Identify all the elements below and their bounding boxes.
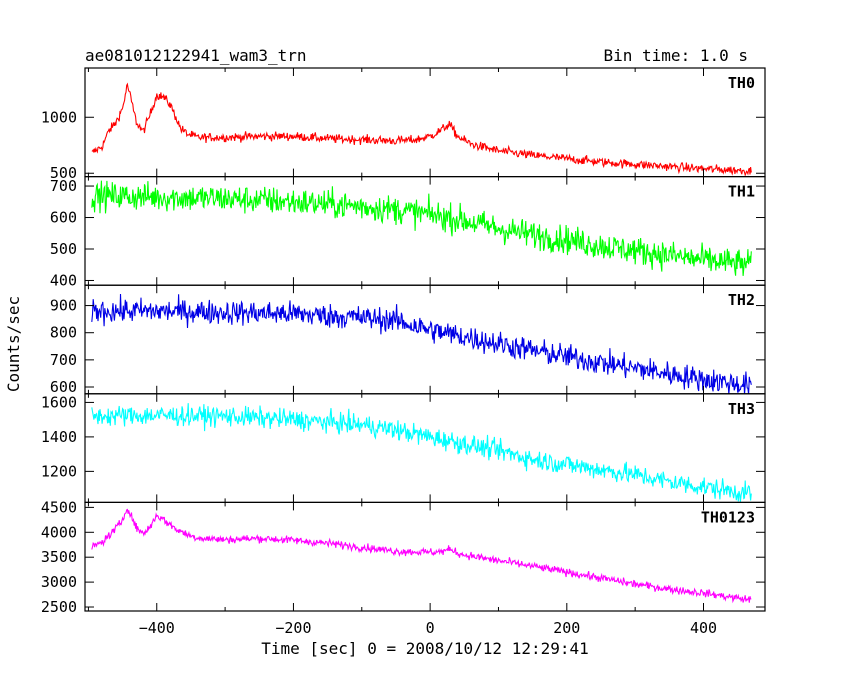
y-tick-label: 1000 bbox=[41, 108, 77, 126]
y-tick-label: 500 bbox=[50, 240, 77, 258]
series-line-th3 bbox=[91, 403, 752, 502]
y-tick-label: 600 bbox=[50, 378, 77, 396]
panel-label: TH1 bbox=[728, 183, 755, 201]
y-tick-label: 700 bbox=[50, 351, 77, 369]
panel-th1: 400 500 600 700 TH1 bbox=[50, 176, 766, 289]
series-line-th0 bbox=[91, 82, 752, 177]
y-axis-label: Counts/sec bbox=[4, 296, 23, 392]
y-tick-label: 500 bbox=[50, 164, 77, 182]
y-tick-label: 700 bbox=[50, 177, 77, 195]
panel-label: TH3 bbox=[728, 400, 755, 418]
y-tick-label: 3500 bbox=[41, 548, 77, 566]
bin-time-label: Bin time: 1.0 s bbox=[604, 46, 749, 65]
x-tick-label: 400 bbox=[690, 619, 717, 637]
x-tick-label: 0 bbox=[426, 619, 435, 637]
x-tick-label: −200 bbox=[275, 619, 311, 637]
panel-th2: 600 700 800 900 TH2 bbox=[50, 284, 766, 396]
y-tick-label: 2500 bbox=[41, 598, 77, 616]
panel-th3: 1200 1400 1600 TH3 bbox=[41, 393, 766, 503]
y-tick-label: 1200 bbox=[41, 462, 77, 480]
panel-label: TH2 bbox=[728, 291, 755, 309]
chart-title: ae081012122941_wam3_trn bbox=[85, 46, 307, 65]
panel-frame bbox=[84, 67, 766, 178]
y-tick-label: 600 bbox=[50, 209, 77, 227]
y-tick-label: 1400 bbox=[41, 428, 77, 446]
series-line-th1 bbox=[91, 180, 752, 276]
panel-label: TH0123 bbox=[701, 508, 755, 526]
series-line-th0123 bbox=[91, 508, 752, 604]
y-tick-label: 900 bbox=[50, 297, 77, 315]
panel-label: TH0 bbox=[728, 74, 755, 92]
y-tick-label: 800 bbox=[50, 324, 77, 342]
series-line-th2 bbox=[91, 293, 752, 394]
x-tick-label: −400 bbox=[139, 619, 175, 637]
x-axis-label: Time [sec] 0 = 2008/10/12 12:29:41 bbox=[261, 639, 589, 658]
y-tick-label: 4000 bbox=[41, 523, 77, 541]
y-tick-label: 400 bbox=[50, 271, 77, 289]
x-tick-label: 200 bbox=[553, 619, 580, 637]
y-tick-label: 4500 bbox=[41, 498, 77, 516]
panel-th0: 500 1000 TH0 bbox=[41, 67, 766, 182]
panel-frame bbox=[84, 284, 766, 395]
panel-frame bbox=[84, 501, 766, 612]
panels: 500 1000 TH0 400 500 600 700 TH1 600 700 800 900 TH2… bbox=[41, 67, 766, 637]
panel-frame bbox=[84, 176, 766, 286]
panel-th0123: 2500 3000 3500 4000 4500 TH0123 bbox=[41, 498, 766, 616]
y-tick-label: 1600 bbox=[41, 393, 77, 411]
y-tick-label: 3000 bbox=[41, 573, 77, 591]
